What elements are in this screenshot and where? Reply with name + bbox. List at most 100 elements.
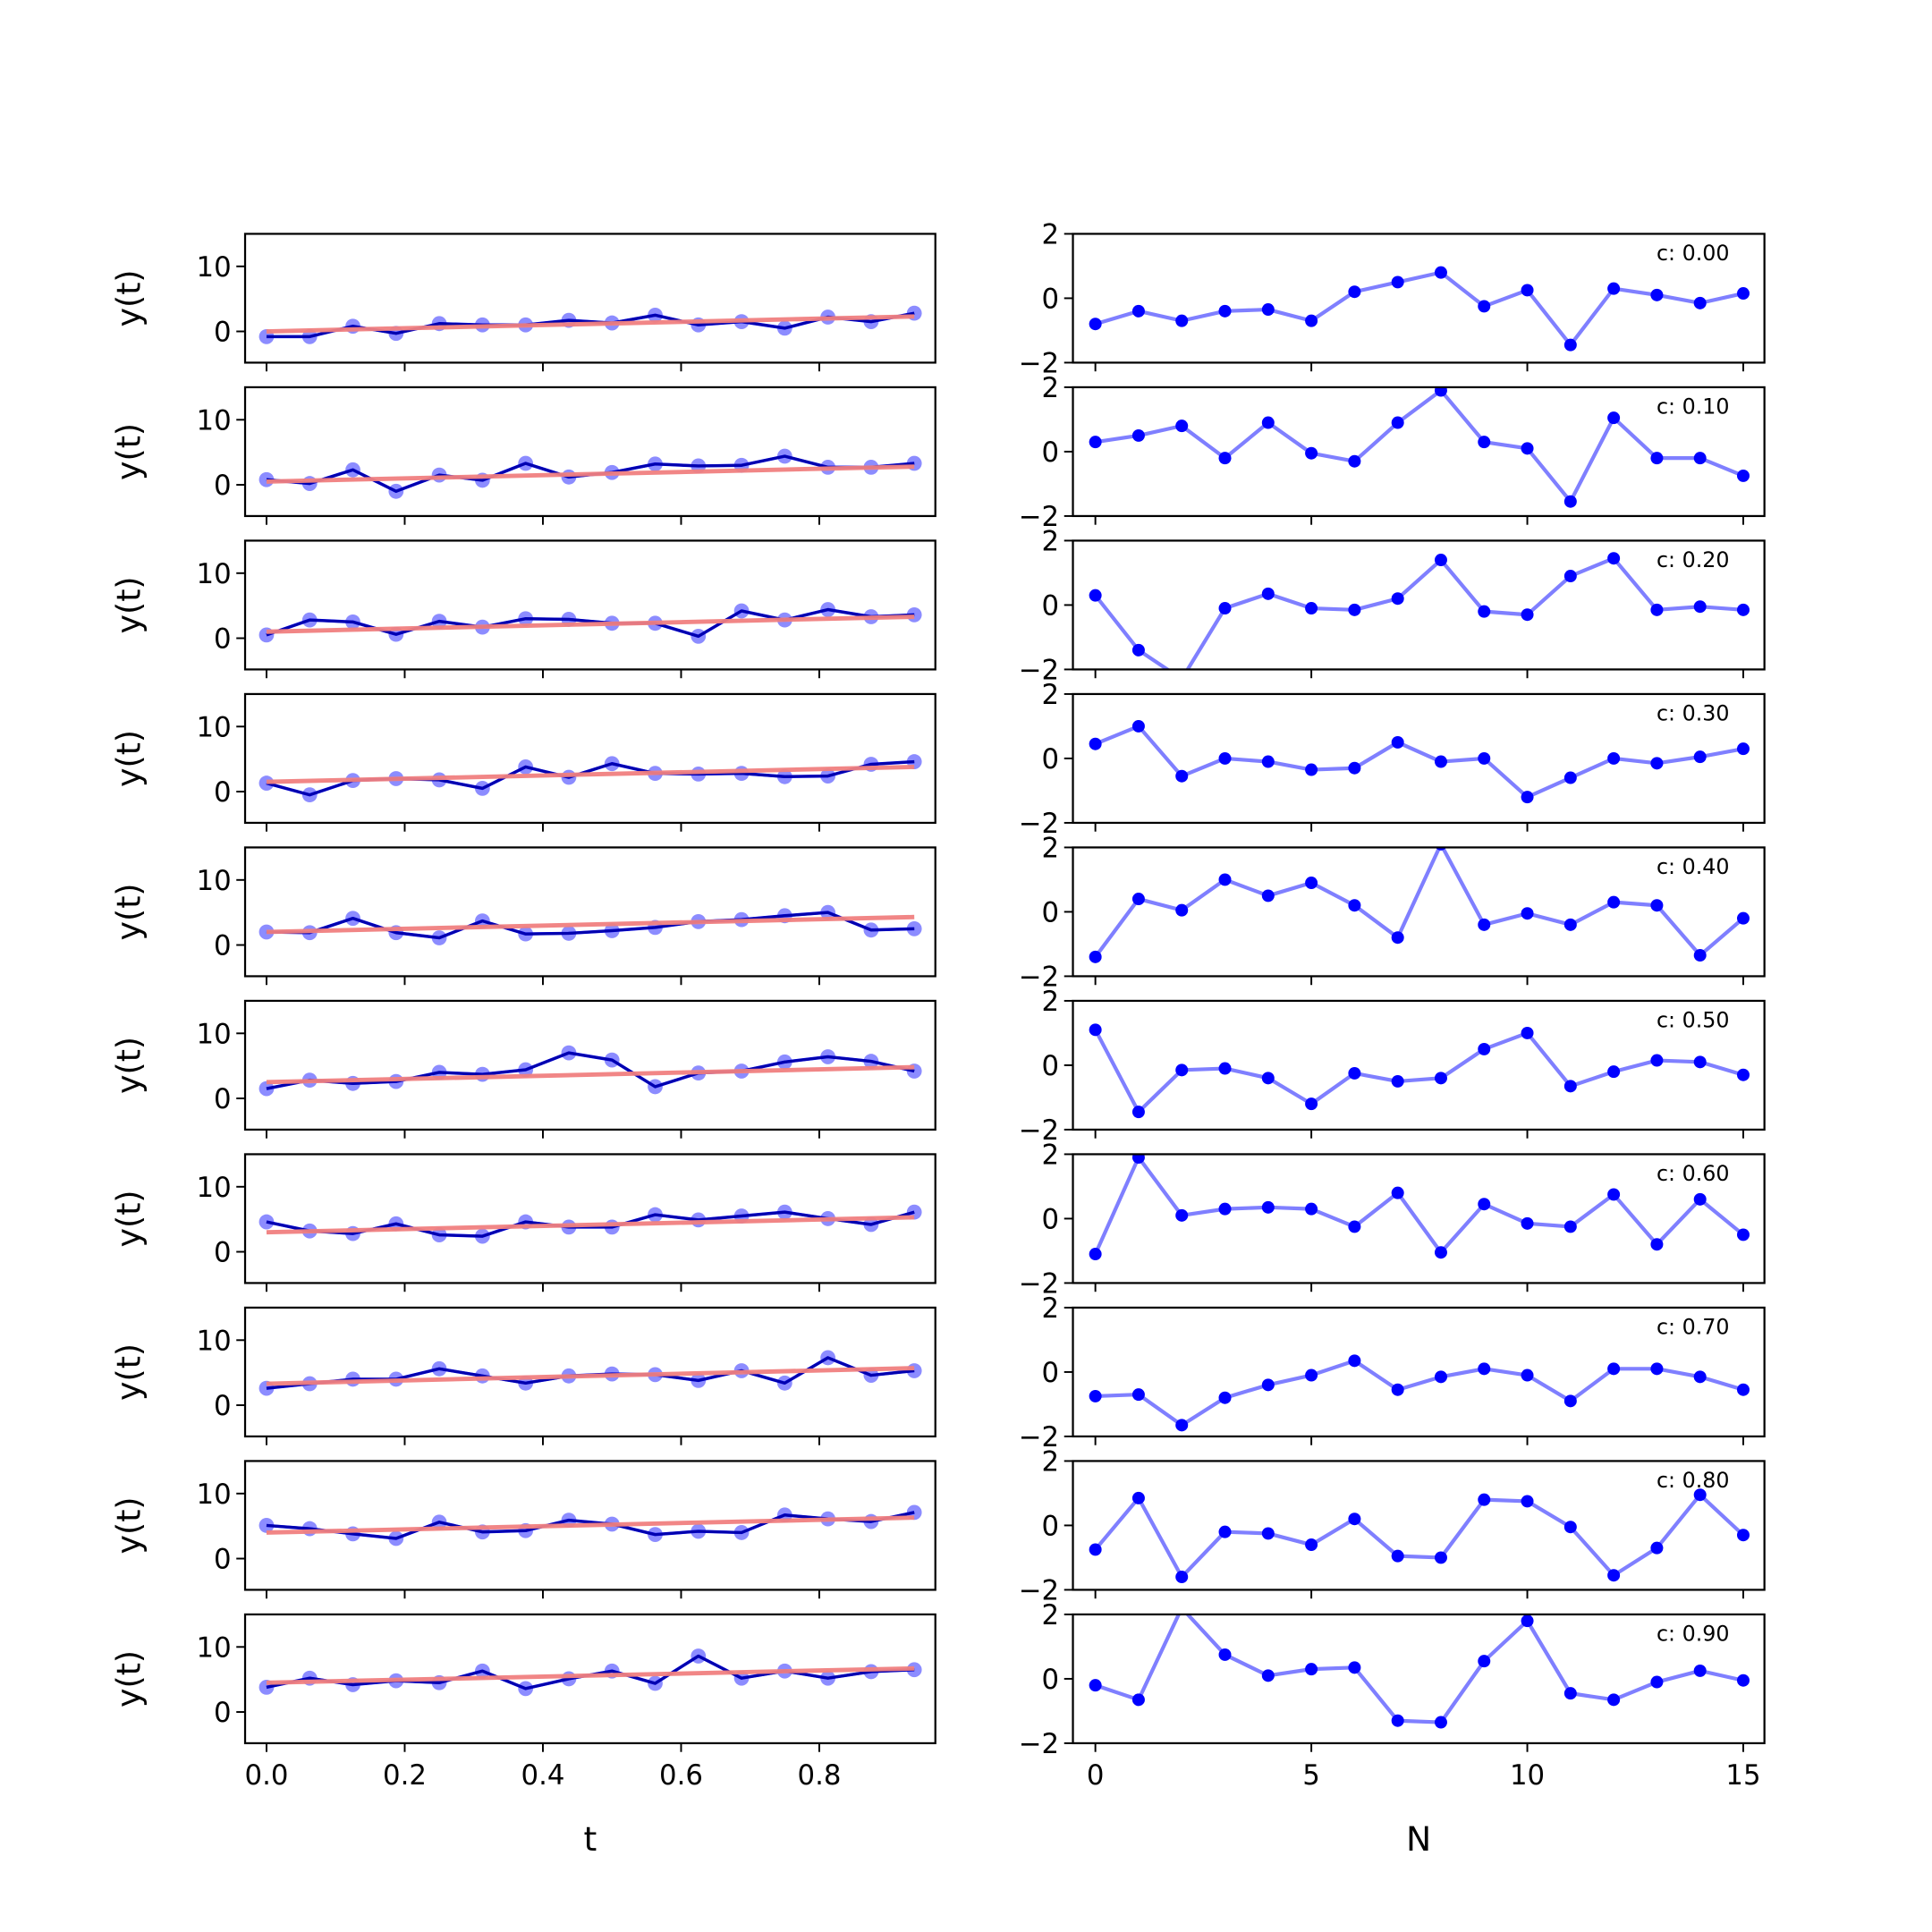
y-tick-label: 0 (1042, 1511, 1060, 1543)
series-line (1094, 1614, 1744, 1724)
y-tick-label: 2 (1042, 833, 1060, 865)
point (1478, 1362, 1491, 1376)
y-axis-label: y(t) (110, 883, 148, 940)
y-axis-label: y(t) (110, 269, 148, 326)
point (1305, 1202, 1318, 1216)
point (1478, 300, 1491, 313)
axes-frame (243, 1153, 936, 1284)
y-tick-label: −2 (1019, 501, 1059, 533)
point (1650, 899, 1664, 912)
y-tick-label: 10 (197, 1631, 232, 1664)
y-tick-label: 2 (1042, 1599, 1060, 1631)
point (1478, 1042, 1491, 1055)
point (1131, 428, 1145, 442)
point (1261, 587, 1275, 600)
point (1693, 1664, 1707, 1677)
y-tick-label: −2 (1019, 808, 1059, 840)
point (1131, 719, 1145, 733)
point (1131, 1491, 1145, 1504)
point (1607, 895, 1621, 909)
point (1348, 1661, 1361, 1674)
y-tick-label: 0 (214, 1697, 232, 1729)
point (1650, 1238, 1664, 1251)
annotation: c: 0.50 (1657, 1007, 1730, 1032)
point (1435, 847, 1446, 851)
y-tick-label: 10 (197, 558, 232, 590)
point (1391, 592, 1404, 606)
axes-frame (243, 1306, 936, 1438)
point (1434, 1716, 1447, 1729)
series-line (1094, 724, 1744, 800)
point (1348, 1066, 1361, 1080)
fit-line (266, 1064, 915, 1085)
point (1737, 1068, 1750, 1081)
point (1693, 600, 1707, 614)
series-line (1095, 1359, 1744, 1428)
y-axis-label: y(t) (110, 1650, 148, 1707)
series-line (1095, 270, 1744, 347)
y-tick-label: 0 (214, 1237, 232, 1269)
x-tick-label: 15 (1725, 1759, 1760, 1792)
annotation: c: 0.30 (1657, 700, 1730, 725)
annotation: c: 0.70 (1657, 1314, 1730, 1339)
y-tick-label: 2 (1042, 1446, 1060, 1479)
point (1391, 1714, 1404, 1727)
y-tick-label: 2 (1042, 1140, 1060, 1172)
y-tick-label: −2 (1019, 348, 1059, 380)
y-tick-label: 10 (197, 1172, 232, 1204)
x-tick-label: 10 (1510, 1759, 1545, 1792)
point (1693, 1055, 1707, 1069)
point (1089, 436, 1102, 449)
point (1563, 1394, 1577, 1408)
series-line (1093, 556, 1744, 670)
y-tick-label: 0 (1042, 1357, 1060, 1389)
point (1218, 452, 1232, 465)
point (1434, 554, 1447, 567)
point (1607, 1065, 1621, 1079)
y-tick-label: −2 (1019, 1268, 1059, 1301)
point (1693, 949, 1707, 962)
axes-frame (243, 233, 936, 364)
panel (258, 904, 922, 945)
y-tick-label: 0 (1042, 590, 1060, 623)
axes-frame (1072, 539, 1766, 671)
point (1650, 1054, 1664, 1067)
point (1650, 452, 1664, 465)
y-tick-label: 10 (197, 404, 232, 436)
point (1348, 1513, 1361, 1526)
point (1434, 1246, 1447, 1259)
point (1521, 284, 1534, 297)
y-tick-label: 10 (197, 1018, 232, 1050)
point (1261, 1669, 1275, 1682)
point-halo (258, 775, 275, 791)
point (1131, 1106, 1145, 1119)
point (1305, 1097, 1318, 1111)
y-tick-label: 0 (214, 623, 232, 656)
point (1434, 266, 1447, 279)
point (1737, 1674, 1750, 1687)
point (1521, 1614, 1534, 1628)
panel (258, 448, 922, 499)
point (1693, 750, 1707, 764)
axes-frame (1072, 1460, 1766, 1591)
x-tick-label: 0 (1087, 1759, 1105, 1792)
panel (258, 602, 922, 644)
point (1391, 275, 1404, 289)
y-tick-label: −2 (1019, 655, 1059, 687)
y-tick-label: 10 (197, 711, 232, 743)
point (1175, 1602, 1188, 1614)
y-tick-label: 0 (214, 317, 232, 349)
axes-frame (243, 1613, 936, 1745)
point (1305, 1663, 1318, 1676)
point (1521, 1026, 1534, 1039)
annotation: c: 0.20 (1657, 547, 1730, 572)
point (1391, 735, 1404, 749)
point (1089, 1679, 1102, 1692)
point (1175, 903, 1189, 917)
point (1089, 1248, 1102, 1261)
series-line-dark (266, 1511, 915, 1540)
point (1218, 751, 1232, 765)
point-halo (258, 1518, 275, 1533)
point (1737, 469, 1750, 482)
point (1521, 1216, 1534, 1230)
